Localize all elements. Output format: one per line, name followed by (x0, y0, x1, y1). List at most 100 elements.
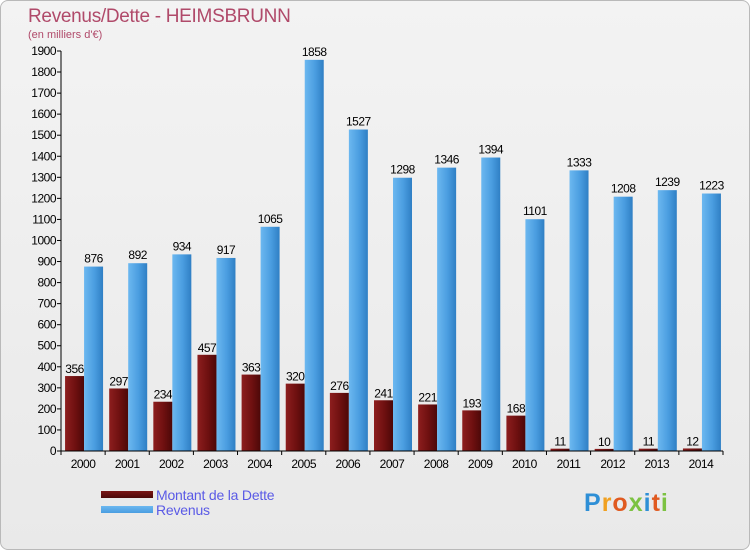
x-tick-label: 2010 (512, 457, 538, 471)
x-tick-label: 2002 (159, 457, 185, 471)
bar-debt (109, 388, 129, 451)
data-label-revenue: 1065 (258, 212, 284, 226)
bar-revenue (128, 263, 148, 451)
y-tick-label: 1000 (31, 233, 57, 247)
bar-revenue (525, 219, 545, 451)
data-label-revenue: 1239 (655, 175, 681, 189)
data-label-revenue: 917 (217, 243, 236, 257)
y-tick-label: 700 (37, 297, 56, 311)
bar-debt (153, 401, 173, 451)
data-label-revenue: 876 (84, 252, 103, 266)
bar-revenue (216, 257, 236, 451)
logo-letter: P (584, 489, 602, 517)
legend-item-debt: Montant de la Dette (101, 486, 275, 503)
bar-revenue (348, 129, 368, 452)
data-label-revenue: 1346 (434, 153, 460, 167)
bar-debt (594, 448, 614, 451)
data-label-debt: 11 (554, 435, 566, 449)
x-tick-label: 2008 (424, 457, 450, 471)
y-axis: 0 100 200 300 400 500 600 700 800 900 1000 1100 1200… (31, 44, 62, 458)
data-label-revenue: 1101 (523, 204, 548, 218)
bar-debt (374, 400, 393, 451)
data-label-debt: 10 (598, 435, 611, 449)
bar-debt (462, 410, 482, 451)
bar-debt (65, 376, 85, 451)
data-label-debt: 297 (109, 374, 128, 388)
y-tick-label: 0 (50, 444, 57, 458)
y-tick-label: 1500 (31, 128, 57, 142)
y-tick-label: 1400 (31, 149, 57, 163)
data-label-revenue: 1858 (302, 45, 328, 59)
bar-revenue (260, 226, 280, 451)
data-label-debt: 12 (686, 434, 699, 448)
bar-revenue (393, 177, 412, 451)
logo-letter: o (612, 489, 629, 517)
data-label-revenue: 1333 (567, 155, 593, 169)
data-label-debt: 11 (643, 435, 655, 449)
bar-revenue (84, 266, 104, 451)
logo-letter: r (601, 489, 613, 517)
bar-revenue (613, 196, 633, 451)
logo-letter: i (643, 489, 652, 517)
data-label-revenue: 1208 (611, 182, 637, 196)
bar-revenue (304, 59, 324, 452)
y-tick-label: 500 (37, 339, 56, 353)
logo-letter: x (628, 489, 644, 517)
y-tick-label: 100 (37, 423, 56, 437)
data-label-debt: 241 (374, 386, 393, 400)
bar-debt (682, 448, 702, 451)
data-label-debt: 193 (463, 396, 482, 410)
data-label-revenue: 1298 (390, 163, 416, 177)
bar-debt (285, 383, 305, 451)
y-tick-label: 400 (37, 360, 56, 374)
x-tick-label: 2000 (71, 457, 97, 471)
x-tick-label: 2003 (203, 457, 229, 471)
data-label-revenue: 1223 (699, 179, 725, 193)
legend-swatch-revenue (101, 506, 153, 513)
legend-label-debt: Montant de la Dette (156, 486, 275, 503)
y-tick-label: 200 (37, 402, 56, 416)
data-label-revenue: 1527 (346, 115, 372, 129)
chart-subtitle: (en milliers d'€) (28, 29, 103, 41)
bar-revenue (172, 254, 192, 451)
bar-revenue (701, 193, 721, 452)
logo-letter: t (651, 489, 661, 517)
bars-group: 356 876 297 892 234 934 457 917 363 1065 320 1858 27… (65, 45, 725, 452)
y-tick-label: 1900 (31, 44, 57, 58)
legend: Montant de la Dette Revenus (101, 486, 275, 518)
x-tick-label: 2007 (380, 457, 406, 471)
x-tick-label: 2004 (247, 457, 273, 471)
data-label-debt: 168 (507, 402, 526, 416)
y-tick-label: 1600 (31, 107, 57, 121)
proxiti-logo: Proxiti (584, 489, 669, 518)
bar-debt (638, 448, 658, 451)
legend-swatch-debt (101, 491, 153, 498)
bar-debt (241, 374, 261, 451)
y-tick-label: 300 (37, 381, 56, 395)
data-label-debt: 457 (198, 341, 217, 355)
y-tick-label: 800 (37, 276, 56, 290)
y-tick-label: 1100 (32, 212, 57, 226)
data-label-debt: 356 (65, 362, 84, 376)
data-label-debt: 320 (286, 370, 305, 384)
bar-revenue (437, 167, 457, 451)
x-tick-label: 2011 (557, 457, 582, 471)
y-tick-label: 600 (37, 318, 56, 332)
x-tick-label: 2013 (644, 457, 670, 471)
x-tick-label: 2006 (336, 457, 362, 471)
x-tick-label: 2014 (689, 457, 715, 471)
y-tick-label: 1200 (31, 191, 57, 205)
bar-revenue (657, 190, 677, 451)
bar-debt (418, 404, 438, 451)
x-tick-label: 2012 (600, 457, 626, 471)
data-label-debt: 234 (154, 388, 173, 402)
y-tick-label: 1800 (31, 65, 57, 79)
legend-item-revenue: Revenus (101, 502, 274, 518)
bar-debt (506, 415, 526, 451)
data-label-revenue: 1394 (478, 143, 504, 157)
bar-debt (550, 448, 570, 451)
y-tick-label: 1700 (31, 86, 57, 100)
data-label-debt: 221 (418, 390, 437, 404)
